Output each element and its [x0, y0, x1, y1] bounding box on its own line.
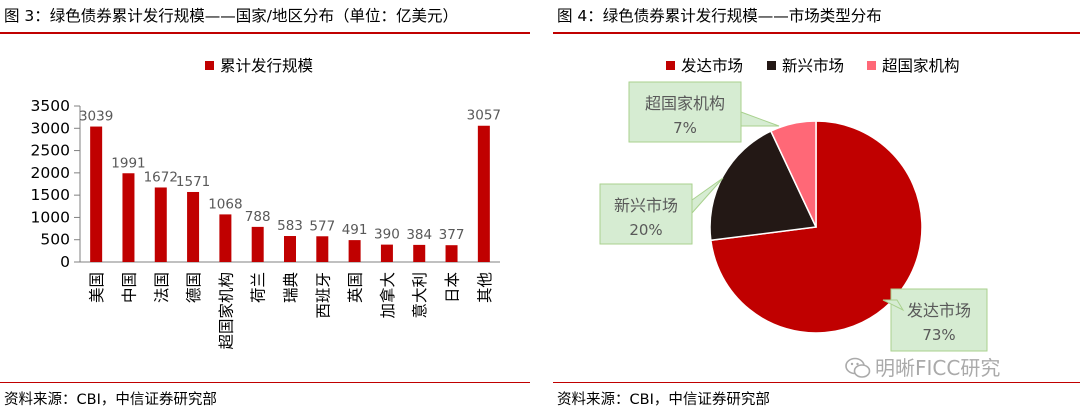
- x-tick-label-12: 其他: [476, 272, 494, 303]
- x-tick-label-6: 瑞典: [282, 272, 300, 303]
- x-tick-label-4: 超国家机构: [217, 272, 235, 350]
- legend-swatch: [205, 61, 214, 70]
- bar-3: [187, 191, 200, 262]
- callout-name-1: 新兴市场: [614, 196, 678, 215]
- y-tick-label: 2000: [31, 164, 70, 182]
- bar-8: [348, 240, 361, 262]
- data-label-3: 1571: [176, 174, 210, 190]
- bar-11: [445, 245, 458, 262]
- x-tick-label-3: 德国: [185, 272, 203, 303]
- y-tick-label: 500: [40, 231, 70, 249]
- wechat-icon: [845, 357, 871, 378]
- data-label-0: 3039: [79, 109, 113, 125]
- y-tick-label: 1500: [31, 186, 70, 204]
- pie-slice-2: [769, 120, 817, 228]
- x-tick-label-10: 意大利: [410, 272, 429, 319]
- bar-9: [380, 244, 393, 262]
- callout-name-0: 发达市场: [907, 301, 971, 320]
- legend-swatch-0: [666, 61, 675, 70]
- x-tick-label-2: 法国: [153, 272, 171, 303]
- legend-label: 累计发行规模: [220, 57, 313, 75]
- right-source-rule: [553, 382, 1080, 383]
- y-tick-label: 3000: [31, 119, 70, 137]
- callout-0: 发达市场 73%: [882, 288, 988, 352]
- callout-2: 超国家机构 7%: [628, 81, 780, 143]
- right-figure-source: 资料来源：CBI，中信证券研究部: [557, 392, 770, 408]
- legend-label-2: 超国家机构: [882, 57, 960, 75]
- callout-box-2: [628, 81, 742, 143]
- data-label-7: 577: [309, 218, 335, 234]
- pie-legend: 发达市场 新兴市场 超国家机构: [666, 57, 960, 75]
- callout-pct-1: 20%: [629, 221, 662, 239]
- right-title-rule: [553, 32, 1080, 34]
- x-tick-label-5: 荷兰: [250, 272, 268, 303]
- data-label-2: 1672: [144, 169, 178, 185]
- x-tick-label-11: 日本: [444, 272, 462, 303]
- callout-pct-2: 7%: [673, 119, 697, 137]
- watermark: 明晰FICC研究: [845, 352, 1000, 381]
- y-tick-label: 2500: [31, 142, 70, 160]
- callout-1: 新兴市场 20%: [599, 177, 724, 245]
- y-tick-label: 0: [60, 253, 70, 271]
- left-figure: 图 3：绿色债券累计发行规模——国家/地区分布（单位：亿美元） 累计发行规模 0 5…: [0, 0, 530, 414]
- legend-swatch-1: [767, 61, 776, 70]
- x-tick-label-9: 加拿大: [378, 272, 397, 319]
- bar-legend: 累计发行规模: [205, 57, 313, 75]
- callout-pct-0: 73%: [922, 326, 955, 344]
- y-tick-label: 3500: [31, 97, 70, 115]
- left-source-rule: [0, 382, 530, 383]
- x-tick-label-7: 西班牙: [314, 272, 332, 319]
- data-label-8: 491: [342, 222, 368, 238]
- bar-chart: 累计发行规模 0 500 1000 1500 2000 2500 3000 3500 3039 美国…: [31, 57, 501, 350]
- left-figure-source: 资料来源：CBI，中信证券研究部: [4, 392, 217, 408]
- watermark-text: 明晰FICC研究: [875, 356, 1001, 380]
- callout-name-2: 超国家机构: [645, 94, 725, 113]
- bar-1: [122, 173, 135, 262]
- data-label-1: 1991: [111, 155, 145, 171]
- bar-6: [284, 236, 296, 262]
- x-tick-label-0: 美国: [88, 272, 106, 303]
- bar-4: [219, 214, 232, 262]
- bar-7: [316, 236, 329, 262]
- pie-slice-1: [709, 130, 818, 242]
- legend-label-1: 新兴市场: [782, 57, 844, 75]
- legend-label-0: 发达市场: [681, 57, 743, 75]
- bar-2: [154, 187, 167, 262]
- callout-box-1: [599, 183, 693, 245]
- callout-pointer-2: [740, 111, 780, 127]
- right-figure: 图 4：绿色债券累计发行规模——市场类型分布 发达市场 新兴市场 超国家机构 发达市场…: [553, 0, 1080, 414]
- data-label-11: 377: [439, 227, 465, 243]
- x-tick-label-1: 中国: [120, 272, 138, 303]
- left-figure-title: 图 3：绿色债券累计发行规模——国家/地区分布（单位：亿美元）: [4, 7, 459, 25]
- bar-12: [477, 125, 490, 262]
- legend-swatch-2: [867, 61, 876, 70]
- data-label-4: 1068: [208, 196, 242, 212]
- bar-0: [90, 126, 103, 263]
- bar-10: [413, 244, 426, 262]
- data-label-6: 583: [277, 218, 303, 234]
- data-label-10: 384: [406, 227, 432, 243]
- x-tick-label-8: 英国: [347, 272, 365, 303]
- data-label-9: 390: [374, 227, 400, 243]
- callout-box-0: [890, 288, 988, 352]
- y-tick-label: 1000: [31, 208, 70, 226]
- bar-5: [251, 226, 264, 262]
- left-title-rule: [0, 32, 530, 34]
- right-figure-title: 图 4：绿色债券累计发行规模——市场类型分布: [557, 7, 882, 25]
- data-label-5: 788: [245, 209, 271, 225]
- callout-pointer-0: [882, 299, 905, 312]
- data-label-12: 3057: [467, 108, 501, 124]
- callout-pointer-1: [691, 177, 724, 215]
